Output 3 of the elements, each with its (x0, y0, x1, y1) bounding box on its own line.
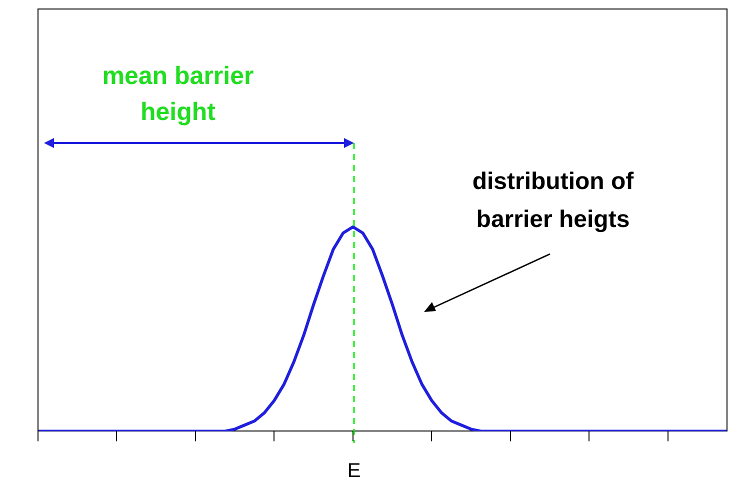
annotation: distribution of barrier heigts (471, 167, 635, 235)
text: mean barrier height (101, 61, 255, 128)
text: E (346, 460, 362, 483)
